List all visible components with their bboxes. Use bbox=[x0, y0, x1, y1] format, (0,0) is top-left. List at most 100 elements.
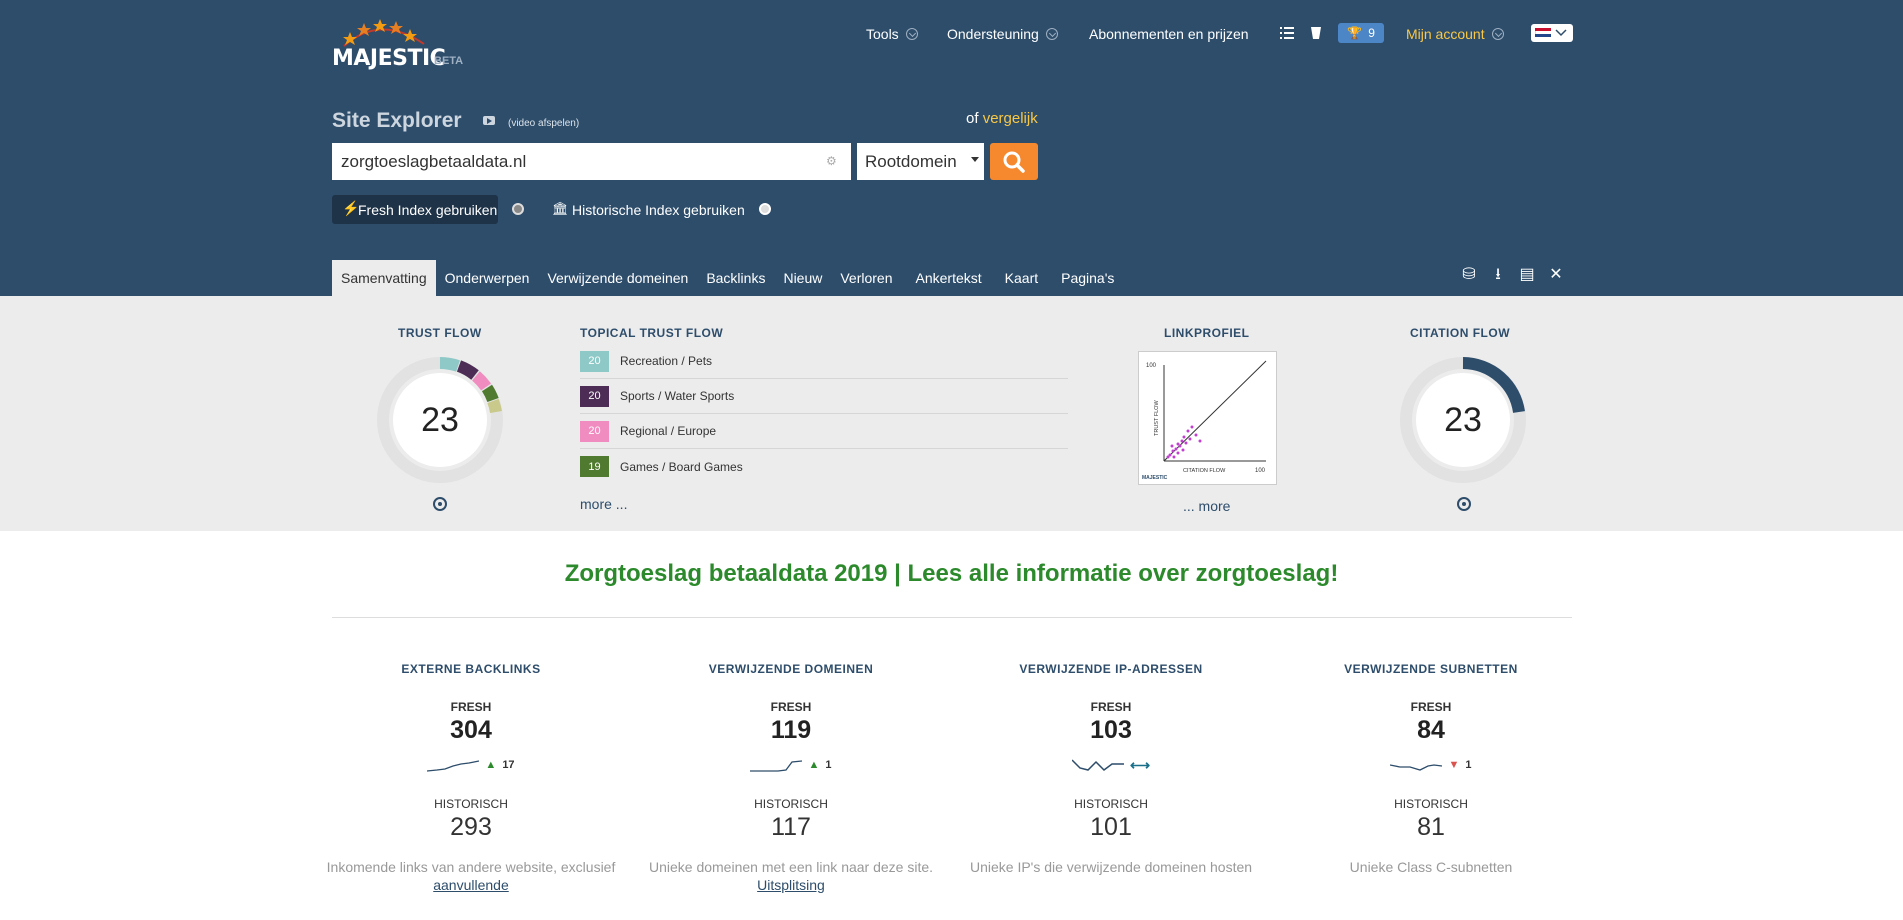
topical-label: Games / Board Games bbox=[620, 459, 743, 474]
fresh-index-toggle[interactable]: ⚡ Fresh Index gebruiken bbox=[332, 195, 524, 224]
stat-desc-text: Unieke IP's die verwijzende domeinen hos… bbox=[969, 859, 1253, 875]
tab-bar: Samenvatting Onderwerpen Verwijzende dom… bbox=[332, 260, 1123, 296]
video-link[interactable]: (video afspelen) bbox=[508, 118, 580, 129]
topical-row[interactable]: 20 Recreation / Pets bbox=[580, 344, 1068, 379]
topical-value: 20 bbox=[580, 350, 609, 372]
nav-support[interactable]: Ondersteuning bbox=[947, 24, 1058, 44]
arrow-down-icon: ▼ bbox=[1448, 759, 1460, 771]
report-icon[interactable]: ▤ bbox=[1519, 266, 1535, 283]
search-button[interactable] bbox=[990, 143, 1038, 180]
stat-description: Unieke Class C-subnetten bbox=[1281, 858, 1581, 876]
scope-select[interactable]: Rootdomein bbox=[857, 143, 984, 180]
stat-fresh-value[interactable]: 103 bbox=[1090, 716, 1132, 744]
arrow-up-icon: ▲ bbox=[808, 759, 820, 771]
historic-index-toggle[interactable]: 🏛 Historische Index gebruiken bbox=[552, 195, 771, 224]
topical-row[interactable]: 19 Games / Board Games bbox=[580, 449, 1068, 484]
stat-backlinks: EXTERNE BACKLINKS FRESH 304 ▲ 17 HISTORI… bbox=[321, 662, 621, 894]
trophy-icon: 🏆 bbox=[1347, 26, 1363, 40]
tab-verwijzende-domeinen[interactable]: Verwijzende domeinen bbox=[547, 270, 689, 286]
divider bbox=[332, 617, 1572, 618]
stat-fresh-label: FRESH bbox=[1410, 700, 1452, 714]
nav-support-label: Ondersteuning bbox=[947, 26, 1039, 42]
stat-fresh-label: FRESH bbox=[770, 700, 812, 714]
trust-flow-label: TRUST FLOW bbox=[398, 326, 482, 340]
logo-text: MAJESTIC bbox=[332, 46, 446, 71]
chevron-down-icon bbox=[1555, 29, 1567, 37]
stat-fresh-value[interactable]: 84 bbox=[1417, 716, 1445, 744]
nav-tools[interactable]: Tools bbox=[866, 24, 918, 44]
trophy-count: 9 bbox=[1368, 26, 1375, 40]
trophy-badge[interactable]: 🏆 9 bbox=[1338, 23, 1384, 43]
stat-fresh-label: FRESH bbox=[450, 700, 492, 714]
stat-desc-text: Unieke domeinen met een link naar deze s… bbox=[648, 859, 934, 875]
stat-domains: VERWIJZENDE DOMEINEN FRESH 119 ▲ 1 HISTO… bbox=[641, 662, 941, 894]
link-profile-more-link[interactable]: ... more bbox=[1183, 498, 1231, 514]
stars-arc-icon bbox=[343, 19, 425, 47]
link-profile-chart[interactable]: 100 100 CITATION FLOW TRUST FLOW MAJESTI… bbox=[1138, 351, 1277, 485]
topical-label: Regional / Europe bbox=[620, 424, 717, 438]
y-max-label: 100 bbox=[1146, 363, 1157, 369]
download-icon[interactable]: ⭳ bbox=[1495, 266, 1501, 283]
gear-icon[interactable]: ⚙ bbox=[826, 154, 837, 168]
toolbar-icons: ⛁ ⭳ ▤ ✕ bbox=[1461, 266, 1564, 284]
topical-row[interactable]: 20 Sports / Water Sports bbox=[580, 379, 1068, 414]
sparkline-icon bbox=[427, 760, 480, 772]
link-profile-points bbox=[1166, 425, 1202, 459]
list-icon[interactable] bbox=[1280, 27, 1294, 39]
citation-flow-label: CITATION FLOW bbox=[1410, 326, 1511, 340]
video-icon[interactable] bbox=[483, 116, 495, 125]
nav-account[interactable]: Mijn account bbox=[1406, 24, 1504, 44]
stat-fresh-value[interactable]: 119 bbox=[770, 716, 812, 744]
stat-hist-label: HISTORISCH bbox=[1394, 797, 1468, 811]
historic-index-radio[interactable] bbox=[759, 203, 771, 215]
compare-link[interactable]: vergelijk bbox=[982, 110, 1038, 127]
stat-desc-link[interactable]: aanvullende bbox=[433, 877, 509, 893]
tab-nieuw[interactable]: Nieuw bbox=[783, 270, 823, 286]
logo-beta: BETA bbox=[434, 55, 464, 67]
topical-label: Recreation / Pets bbox=[620, 354, 713, 368]
arrows-horizontal-icon: ⟷ bbox=[1129, 756, 1151, 773]
tools-icon[interactable]: ✕ bbox=[1549, 266, 1563, 283]
site-title: Zorgtoeslag betaaldata 2019 | Lees alle … bbox=[564, 560, 1339, 587]
topical-more-link[interactable]: more ... bbox=[580, 496, 628, 512]
bank-icon: 🏛 bbox=[552, 201, 569, 216]
caret-down-icon bbox=[971, 157, 979, 162]
stat-desc-link[interactable]: Uitsplitsing bbox=[757, 877, 825, 893]
history-icon[interactable] bbox=[432, 496, 448, 512]
x-max-label: 100 bbox=[1255, 468, 1266, 474]
sparkline-icon bbox=[1390, 764, 1443, 771]
trend-delta: 1 bbox=[1465, 759, 1472, 771]
trust-flow-donut[interactable] bbox=[372, 352, 508, 488]
nav-pricing-label: Abonnementen en prijzen bbox=[1089, 26, 1249, 42]
tab-kaart[interactable]: Kaart bbox=[1004, 270, 1039, 286]
stat-description: Unieke domeinen met een link naar deze s… bbox=[641, 858, 941, 894]
search-input[interactable] bbox=[332, 143, 851, 180]
flag-stripe bbox=[1535, 34, 1551, 37]
nav-pricing[interactable]: Abonnementen en prijzen bbox=[1089, 24, 1249, 44]
majestic-logo[interactable]: MAJESTIC BETA bbox=[332, 18, 472, 74]
bucket-icon[interactable] bbox=[1310, 26, 1322, 40]
citation-flow-value: 23 bbox=[1444, 401, 1482, 439]
stat-hist-value: 101 bbox=[1090, 813, 1132, 841]
tab-verloren[interactable]: Verloren bbox=[840, 270, 893, 286]
stat-hist-label: HISTORISCH bbox=[754, 797, 828, 811]
tab-samenvatting[interactable]: Samenvatting bbox=[332, 260, 436, 296]
tab-backlinks[interactable]: Backlinks bbox=[706, 270, 766, 286]
summary-panel: TRUST FLOW 23 TOPICAL TRUST FLOW 20 Recr… bbox=[0, 296, 1903, 531]
language-selector[interactable] bbox=[1531, 24, 1573, 42]
history-icon[interactable] bbox=[1456, 496, 1472, 512]
tab-onderwerpen[interactable]: Onderwerpen bbox=[444, 270, 530, 286]
tab-ankertekst[interactable]: Ankertekst bbox=[915, 270, 982, 286]
bucket-add-icon[interactable]: ⛁ bbox=[1462, 266, 1476, 283]
search-icon bbox=[1003, 151, 1025, 173]
chevron-down-icon bbox=[905, 28, 918, 40]
tab-paginas[interactable]: Pagina's bbox=[1061, 270, 1115, 286]
trend-row: ▲ 1 bbox=[641, 753, 941, 777]
fresh-index-radio[interactable] bbox=[512, 203, 524, 215]
topical-row[interactable]: 20 Regional / Europe bbox=[580, 414, 1068, 449]
trend-row: ⟷ bbox=[961, 753, 1261, 777]
citation-flow-donut[interactable] bbox=[1395, 352, 1531, 488]
link-profile-label: LINKPROFIEL bbox=[1164, 326, 1250, 340]
stat-fresh-value[interactable]: 304 bbox=[450, 716, 492, 744]
stat-description: Unieke IP's die verwijzende domeinen hos… bbox=[961, 858, 1261, 876]
